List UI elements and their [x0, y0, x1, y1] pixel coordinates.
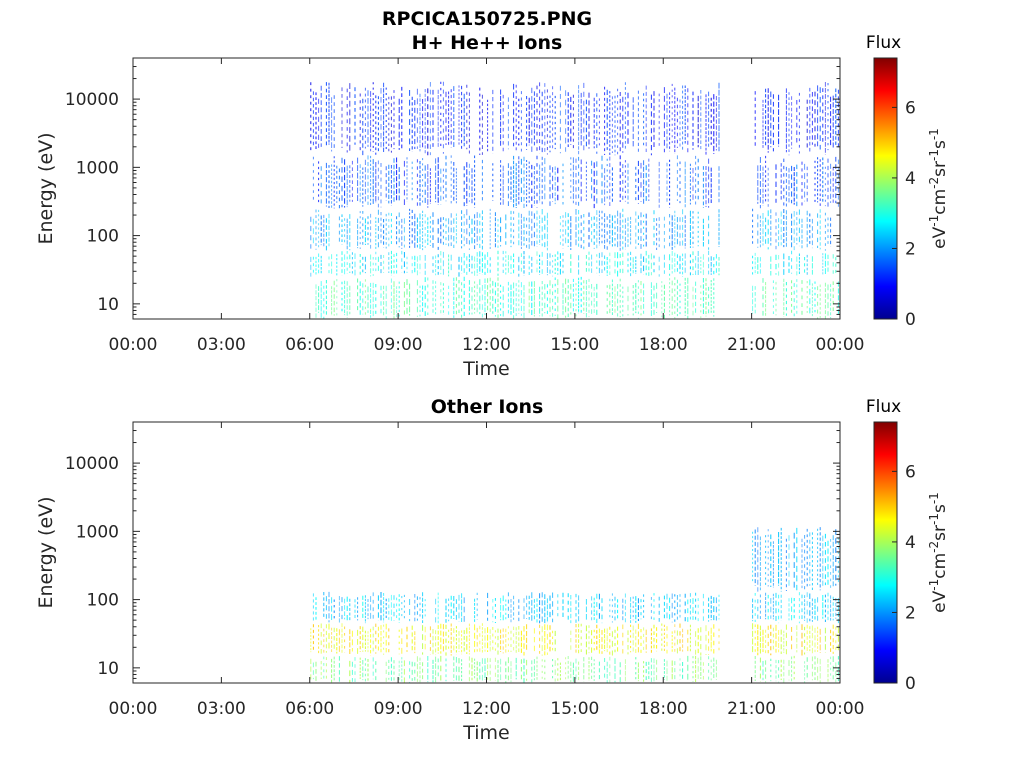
y-axis-label: Energy (eV) — [35, 132, 57, 244]
colorbar-tick-label: 2 — [905, 603, 916, 623]
panel-other-ions: 00:00 03:00 06:00 09:00 12:00 15:00 18:00 21:00… — [35, 397, 950, 744]
x-tick-label: 00:00 — [816, 335, 865, 355]
y-tick-label: 100 — [87, 227, 119, 247]
colorbar-frame — [873, 57, 898, 320]
colorbar-tick-label: 0 — [905, 674, 916, 694]
x-tick-label: 18:00 — [639, 335, 688, 355]
x-tick-label: 00:00 — [109, 335, 158, 355]
x-tick-label: 09:00 — [374, 335, 423, 355]
colorbar-tick-label: 2 — [905, 239, 916, 259]
panel-h-he-ions: 00:00 03:00 06:00 09:00 12:00 15:00 18:00 21:00… — [35, 33, 950, 380]
y-tick-label: 10 — [97, 659, 119, 679]
y-tick-label: 10000 — [65, 90, 119, 110]
spectrogram-data — [310, 527, 839, 683]
colorbar: 0 2 4 6 Flux eV-1cm-2sr-1s-1 — [866, 397, 950, 694]
y-tick-label: 100 — [87, 591, 119, 611]
x-tick-label: 18:00 — [639, 699, 688, 719]
colorbar-unit: eV-1cm-2sr-1s-1 — [927, 128, 950, 249]
y-tick-label: 10 — [97, 295, 119, 315]
x-tick-label: 00:00 — [109, 699, 158, 719]
colorbar-unit: eV-1cm-2sr-1s-1 — [927, 492, 950, 613]
figure-title: RPCICA150725.PNG — [382, 8, 592, 30]
colorbar-title: Flux — [866, 397, 901, 417]
x-tick-label: 21:00 — [727, 699, 776, 719]
y-tick-label: 10000 — [65, 454, 119, 474]
colorbar-tick-label: 4 — [905, 533, 916, 553]
x-axis-label: Time — [462, 722, 510, 744]
x-tick-label: 06:00 — [285, 335, 334, 355]
panel-2-title: Other Ions — [431, 396, 544, 418]
colorbar: 0 2 4 6 Flux eV-1cm-2sr-1s-1 — [866, 33, 950, 330]
colorbar-frame — [873, 421, 898, 684]
colorbar-tick-label: 6 — [905, 462, 916, 482]
x-tick-label: 09:00 — [374, 699, 423, 719]
panel-1-title: H+ He++ Ions — [412, 32, 563, 54]
plot-frame — [132, 57, 841, 320]
y-tick-label: 1000 — [76, 158, 119, 178]
x-tick-label: 12:00 — [462, 699, 511, 719]
x-tick-label: 03:00 — [197, 335, 246, 355]
x-axis-label: Time — [462, 358, 510, 380]
plot-frame — [132, 421, 841, 684]
colorbar-tick-label: 4 — [905, 169, 916, 189]
x-tick-label: 21:00 — [727, 335, 776, 355]
colorbar-tick-label: 0 — [905, 310, 916, 330]
x-tick-label: 12:00 — [462, 335, 511, 355]
colorbar-tick-label: 6 — [905, 98, 916, 118]
x-tick-label: 03:00 — [197, 699, 246, 719]
colorbar-gradient — [874, 58, 897, 319]
spectrogram-data — [310, 81, 839, 319]
x-tick-label: 00:00 — [816, 699, 865, 719]
colorbar-gradient — [874, 422, 897, 683]
y-axis-label: Energy (eV) — [35, 496, 57, 608]
x-tick-label: 15:00 — [550, 699, 599, 719]
x-tick-label: 15:00 — [550, 335, 599, 355]
colorbar-title: Flux — [866, 33, 901, 53]
y-tick-label: 1000 — [76, 522, 119, 542]
x-tick-label: 06:00 — [285, 699, 334, 719]
